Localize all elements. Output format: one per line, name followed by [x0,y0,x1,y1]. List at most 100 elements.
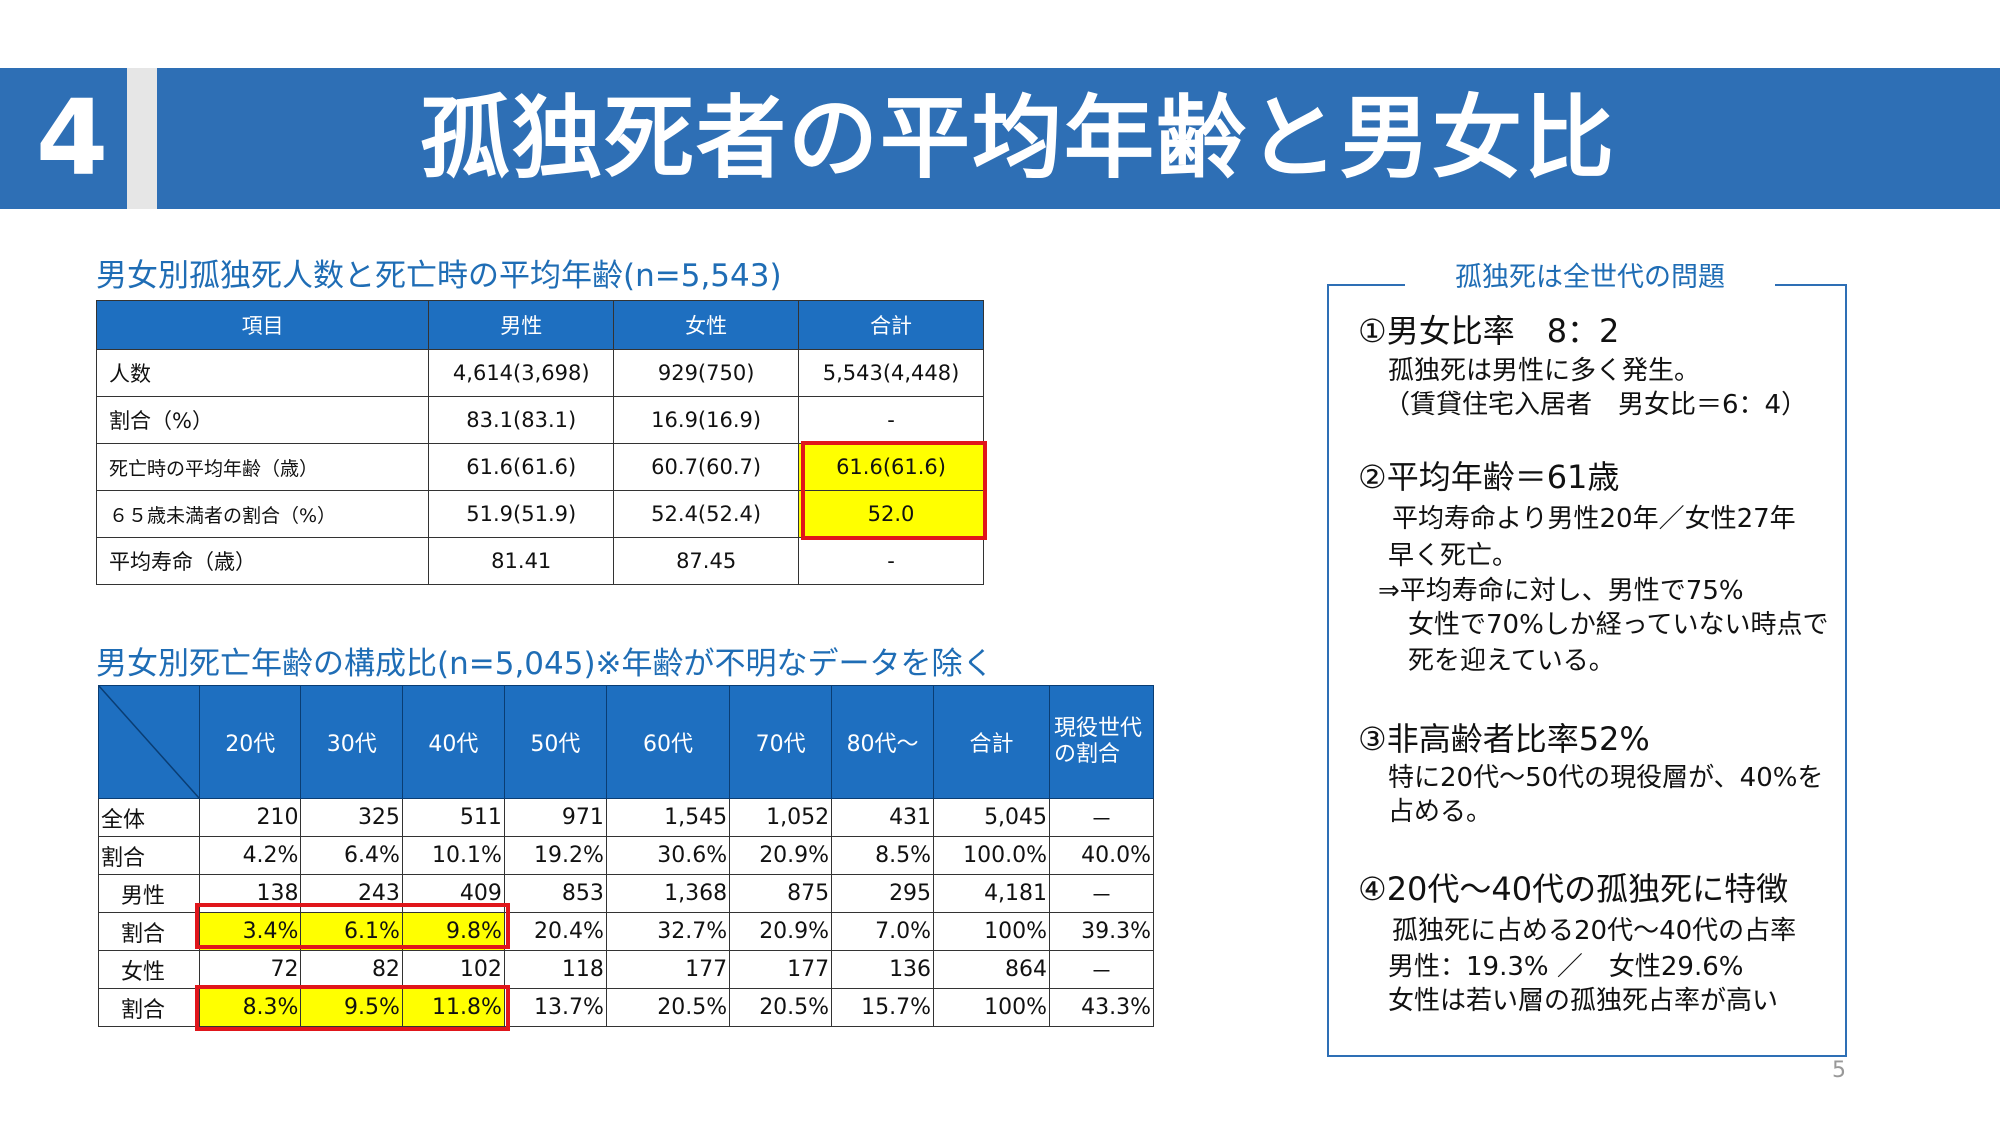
table-cell: 177 [605,950,731,989]
row-label: 男性 [98,874,200,913]
table-cell: 20.9% [729,836,833,875]
table-cell: 52.4(52.4) [613,490,800,538]
table-cell: 60.7(60.7) [613,443,800,491]
table-cell: 61.6(61.6) [428,443,615,491]
point-3-text: 特に20代～50代の現役層が、40%を [1388,763,1824,793]
table-cell: 83.1(83.1) [428,396,615,444]
column-header: 男性 [428,300,615,350]
table-row: 割合 3.4% 6.1% 9.8% 20.4% 32.7% 20.9% 7.0%… [98,912,1154,951]
diagonal-line [99,686,199,798]
table1-title: 男女別孤独死人数と死亡時の平均年齢(n=5,543) [96,258,782,294]
row-label: 女性 [98,950,200,989]
table-cell: 20.9% [729,912,833,951]
table-cell: 20.4% [503,912,607,951]
point-2-text: 死を迎えている。 [1408,646,1615,676]
table-cell: 51.9(51.9) [428,490,615,538]
table-cell: 929(750) [613,349,800,397]
point-2-text: 女性で70%しか経っていない時点で [1408,610,1829,640]
highlighted-cell: 61.6(61.6) [798,443,984,491]
table-cell: 16.9(16.9) [613,396,800,444]
table-cell: 4.2% [198,836,302,875]
table-cell: 1,052 [729,798,833,837]
table-cell: 30.6% [605,836,731,875]
point-2-text: 早く死亡。 [1388,541,1519,571]
table-cell: 409 [401,874,505,913]
table-row: 割合（%） 83.1(83.1) 16.9(16.9) - [95,396,984,444]
table-row: 割合 8.3% 9.5% 11.8% 13.7% 20.5% 20.5% 15.… [98,988,1154,1027]
row-label: 人数 [95,349,430,397]
table-cell: 100% [933,988,1051,1027]
table-cell: 10.1% [401,836,505,875]
point-2-text: ⇒平均寿命に対し、男性で75% [1378,576,1744,606]
table-cell: 8.5% [831,836,935,875]
banner-divider [127,68,157,209]
table-row: ６５歳未満者の割合（%） 51.9(51.9) 52.4(52.4) 52.0 [95,490,984,538]
column-header: 40代 [402,685,505,799]
table-cell: 7.0% [831,912,935,951]
point-1-heading: ①男女比率 8：2 [1358,312,1620,350]
title-banner [0,68,2000,209]
table-row: 死亡時の平均年齢（歳） 61.6(61.6) 60.7(60.7) 61.6(6… [95,443,984,491]
row-label: 全体 [98,798,200,837]
corner-cell [98,685,200,799]
highlighted-cell: 11.8% [401,988,505,1027]
column-header: 60代 [606,685,731,799]
column-header: 女性 [613,300,800,350]
row-label: 平均寿命（歳） [95,537,430,585]
point-2-text: 平均寿命より男性20年／女性27年 [1392,504,1796,534]
highlighted-cell: 9.5% [300,988,403,1027]
table-cell: 1,545 [605,798,731,837]
highlighted-cell: 9.8% [401,912,505,951]
row-label: 割合 [98,912,200,951]
table-header-row: 項目 男性 女性 合計 [95,300,984,350]
column-header: 50代 [504,685,607,799]
table-cell: 210 [198,798,302,837]
table-row: 全体 210 325 511 971 1,545 1,052 431 5,045… [98,798,1154,837]
table-row: 割合 4.2% 6.4% 10.1% 19.2% 30.6% 20.9% 8.5… [98,836,1154,875]
table-cell: 295 [831,874,935,913]
table-cell: 43.3% [1049,988,1154,1027]
column-header: 70代 [729,685,833,799]
table-cell: 32.7% [605,912,731,951]
section-number: 4 [35,77,109,199]
row-label: 割合 [98,836,200,875]
table-cell: 4,181 [933,874,1051,913]
table-cell: 1,368 [605,874,731,913]
point-3-heading: ③非高齢者比率52% [1358,720,1650,758]
row-label: 割合 [98,988,200,1027]
table-cell: 243 [300,874,403,913]
table-row: 人数 4,614(3,698) 929(750) 5,543(4,448) [95,349,984,397]
point-4-text: 男性：19.3% ／ 女性29.6% [1388,952,1744,982]
table-cell: 177 [729,950,833,989]
table-cell: 39.3% [1049,912,1154,951]
table-cell: 15.7% [831,988,935,1027]
page-number: 5 [1832,1058,1846,1083]
point-1-text: 孤独死は男性に多く発生。 [1388,356,1701,386]
table-cell: 325 [300,798,403,837]
highlighted-cell: 8.3% [198,988,302,1027]
table-cell: 971 [503,798,607,837]
table-cell: 864 [933,950,1051,989]
point-4-heading: ④20代～40代の孤独死に特徴 [1358,870,1789,908]
highlighted-cell: 3.4% [198,912,302,951]
row-label: ６５歳未満者の割合（%） [95,490,430,538]
table-cell: 82 [300,950,403,989]
table-cell: 81.41 [428,537,615,585]
table-cell: 511 [401,798,505,837]
table-cell: 20.5% [605,988,731,1027]
table-cell: 13.7% [503,988,607,1027]
table-cell: 100% [933,912,1051,951]
panel-title: 孤独死は全世代の問題 [1405,258,1775,298]
table-cell: 4,614(3,698) [428,349,615,397]
table-row: 男性 138 243 409 853 1,368 875 295 4,181 － [98,874,1154,913]
highlighted-cell: 52.0 [798,490,984,538]
point-2-heading: ②平均年齢＝61歳 [1358,458,1620,496]
table-cell: － [1049,874,1154,913]
row-label: 死亡時の平均年齢（歳） [95,443,430,491]
point-3-text: 占める。 [1388,797,1493,827]
table-cell: 138 [198,874,302,913]
column-header: 合計 [798,300,984,350]
point-4-text: 孤独死に占める20代～40代の占率 [1392,916,1797,946]
page-title: 孤独死者の平均年齢と男女比 [420,86,1616,191]
table-cell: 40.0% [1049,836,1154,875]
